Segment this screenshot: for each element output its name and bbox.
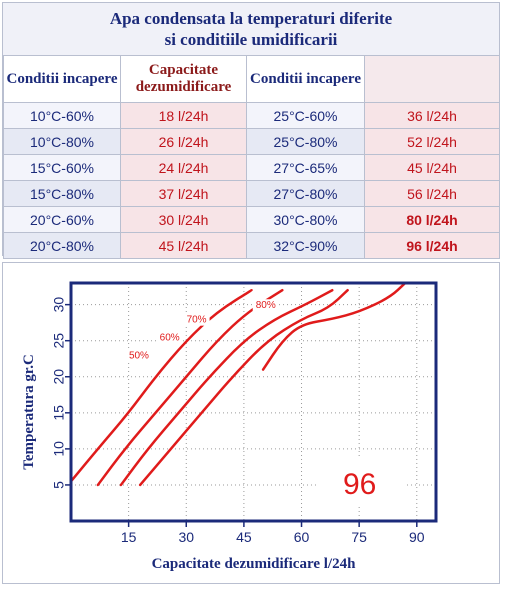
capacity-cell: 96 l/24h	[364, 232, 500, 259]
room-conditions-cell: 10°C-60%	[3, 102, 121, 129]
x-tick-label: 45	[236, 529, 252, 545]
x-tick-label: 15	[121, 529, 137, 545]
capacity-cell: 26 l/24h	[120, 128, 247, 155]
table-title: Apa condensata la temperaturi diferite s…	[3, 3, 499, 55]
room-conditions-cell: 32°C-90%	[246, 232, 365, 259]
room-conditions-cell: 27°C-80%	[246, 180, 365, 207]
room-conditions-cell: 15°C-60%	[3, 154, 121, 181]
header-room-conditions-2: Conditii incapere	[246, 55, 365, 103]
capacity-cell: 37 l/24h	[120, 180, 247, 207]
room-conditions-cell: 10°C-80%	[3, 128, 121, 155]
capacity-cell: 80 l/24h	[364, 206, 500, 233]
series-label: 70%	[187, 315, 207, 326]
header-room-conditions-1: Conditii incapere	[3, 55, 121, 103]
room-conditions-cell: 15°C-80%	[3, 180, 121, 207]
header-capacity: Capacitate dezumidificare	[120, 55, 247, 103]
series-line	[119, 288, 334, 487]
room-conditions-cell: 30°C-80%	[246, 206, 365, 233]
chart-panel: 50% 60% 70% 80% 96 15 30 45 60 75 90 5 10 15 20 25 30 Cap…	[2, 262, 500, 584]
capacity-table: Conditii incapere Capacitate dezumidific…	[3, 55, 500, 259]
capacity-cell: 30 l/24h	[120, 206, 247, 233]
room-conditions-cell: 27°C-65%	[246, 154, 365, 181]
capacity-cell: 45 l/24h	[120, 232, 247, 259]
room-conditions-cell: 20°C-80%	[3, 232, 121, 259]
series-label-bg	[125, 349, 152, 362]
series-line	[71, 288, 253, 483]
table-row: 20°C-60% 30 l/24h 30°C-80% 80 l/24h	[3, 206, 500, 233]
series-line	[261, 283, 407, 371]
y-axis-label: Temperatura gr.C	[21, 354, 37, 470]
series-label: 80%	[256, 300, 276, 311]
x-tick-label: 60	[294, 529, 310, 545]
x-axis-label: Capacitate dezumidificare l/24h	[152, 556, 357, 572]
room-conditions-cell: 25°C-80%	[246, 128, 365, 155]
x-tick-label: 75	[351, 529, 367, 545]
highlight-box	[316, 458, 406, 506]
series-label: 50%	[129, 351, 149, 362]
capacity-cell: 36 l/24h	[364, 102, 500, 129]
table-header-row: Conditii incapere Capacitate dezumidific…	[3, 55, 500, 103]
capacity-cell: 18 l/24h	[120, 102, 247, 129]
series-line	[138, 288, 349, 487]
table-row: 20°C-80% 45 l/24h 32°C-90% 96 l/24h	[3, 232, 500, 259]
y-tick-label: 10	[51, 441, 67, 457]
table-row: 15°C-60% 24 l/24h 27°C-65% 45 l/24h	[3, 154, 500, 181]
data-table-panel: Apa condensata la temperaturi diferite s…	[2, 2, 500, 259]
y-tick-label: 30	[51, 297, 67, 313]
y-tick-label: 20	[51, 369, 67, 385]
capacity-cell: 45 l/24h	[364, 154, 500, 181]
table-row: 10°C-80% 26 l/24h 25°C-80% 52 l/24h	[3, 128, 500, 155]
temperature-capacity-chart: 50% 60% 70% 80% 96 15 30 45 60 75 90 5 10 15 20 25 30 Cap…	[21, 281, 438, 572]
room-conditions-cell: 25°C-60%	[246, 102, 365, 129]
title-line-2: si conditiile umidificarii	[164, 30, 338, 49]
x-tick-label: 90	[409, 529, 425, 545]
capacity-cell: 52 l/24h	[364, 128, 500, 155]
plot-frame	[69, 281, 438, 523]
title-line-1: Apa condensata la temperaturi diferite	[109, 9, 393, 28]
y-tick-label: 5	[51, 481, 67, 489]
series-label-bg	[252, 299, 279, 312]
series-label-bg	[183, 313, 210, 326]
table-row: 10°C-60% 18 l/24h 25°C-60% 36 l/24h	[3, 102, 500, 129]
room-conditions-cell: 20°C-60%	[3, 206, 121, 233]
y-tick-label: 25	[51, 333, 67, 349]
y-tick-label: 15	[51, 405, 67, 421]
table-row: 15°C-80% 37 l/24h 27°C-80% 56 l/24h	[3, 180, 500, 207]
series-label-bg	[156, 331, 183, 344]
header-capacity-2	[364, 55, 500, 103]
capacity-cell: 24 l/24h	[120, 154, 247, 181]
series-label: 60%	[160, 333, 180, 344]
capacity-cell: 56 l/24h	[364, 180, 500, 207]
x-tick-label: 30	[178, 529, 194, 545]
highlight-value: 96	[343, 468, 376, 501]
